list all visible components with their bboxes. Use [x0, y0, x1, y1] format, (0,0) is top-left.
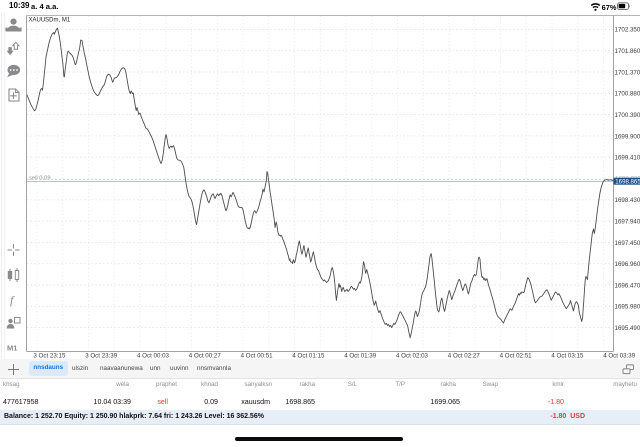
svg-text:1702.350: 1702.350 — [615, 27, 640, 34]
svg-text:3 Oct 23:39: 3 Oct 23:39 — [85, 353, 118, 360]
svg-text:1698.865: 1698.865 — [615, 178, 640, 185]
svg-text:1699.410: 1699.410 — [615, 155, 640, 162]
svg-text:M1: M1 — [7, 344, 17, 353]
svg-text:4 Oct 02:27: 4 Oct 02:27 — [448, 353, 481, 360]
svg-text:1700.880: 1700.880 — [615, 91, 640, 98]
svg-text:4 Oct 00:51: 4 Oct 00:51 — [241, 353, 274, 360]
svg-text:4 Oct 03:15: 4 Oct 03:15 — [551, 353, 584, 360]
svg-text:sell 0.09: sell 0.09 — [29, 176, 51, 182]
svg-text:4 Oct 01:15: 4 Oct 01:15 — [292, 353, 325, 360]
svg-text:4 Oct 03:39: 4 Oct 03:39 — [603, 353, 636, 360]
svg-text:1699.900: 1699.900 — [615, 133, 640, 140]
svg-text:4 Oct 02:51: 4 Oct 02:51 — [500, 353, 533, 360]
svg-text:1696.960: 1696.960 — [615, 261, 640, 268]
svg-text:1695.980: 1695.980 — [615, 304, 640, 311]
svg-text:4 Oct 01:39: 4 Oct 01:39 — [344, 353, 377, 360]
svg-text:1696.470: 1696.470 — [615, 282, 640, 289]
svg-text:3 Oct 23:15: 3 Oct 23:15 — [33, 353, 66, 360]
svg-text:4 Oct 02:03: 4 Oct 02:03 — [396, 353, 429, 360]
svg-text:4 Oct 00:27: 4 Oct 00:27 — [189, 353, 222, 360]
svg-text:4 Oct 00:03: 4 Oct 00:03 — [137, 353, 170, 360]
svg-text:1695.490: 1695.490 — [615, 325, 640, 332]
svg-text:f: f — [10, 293, 15, 307]
svg-text:67%: 67% — [602, 3, 617, 12]
svg-text:1701.370: 1701.370 — [615, 69, 640, 76]
svg-text:1697.940: 1697.940 — [615, 219, 640, 226]
svg-text:1701.860: 1701.860 — [615, 48, 640, 55]
svg-text:1697.450: 1697.450 — [615, 240, 640, 247]
svg-text:1700.390: 1700.390 — [615, 112, 640, 119]
svg-text:1698.430: 1698.430 — [615, 197, 640, 204]
svg-text:XAUUSDm, M1: XAUUSDm, M1 — [29, 17, 71, 23]
